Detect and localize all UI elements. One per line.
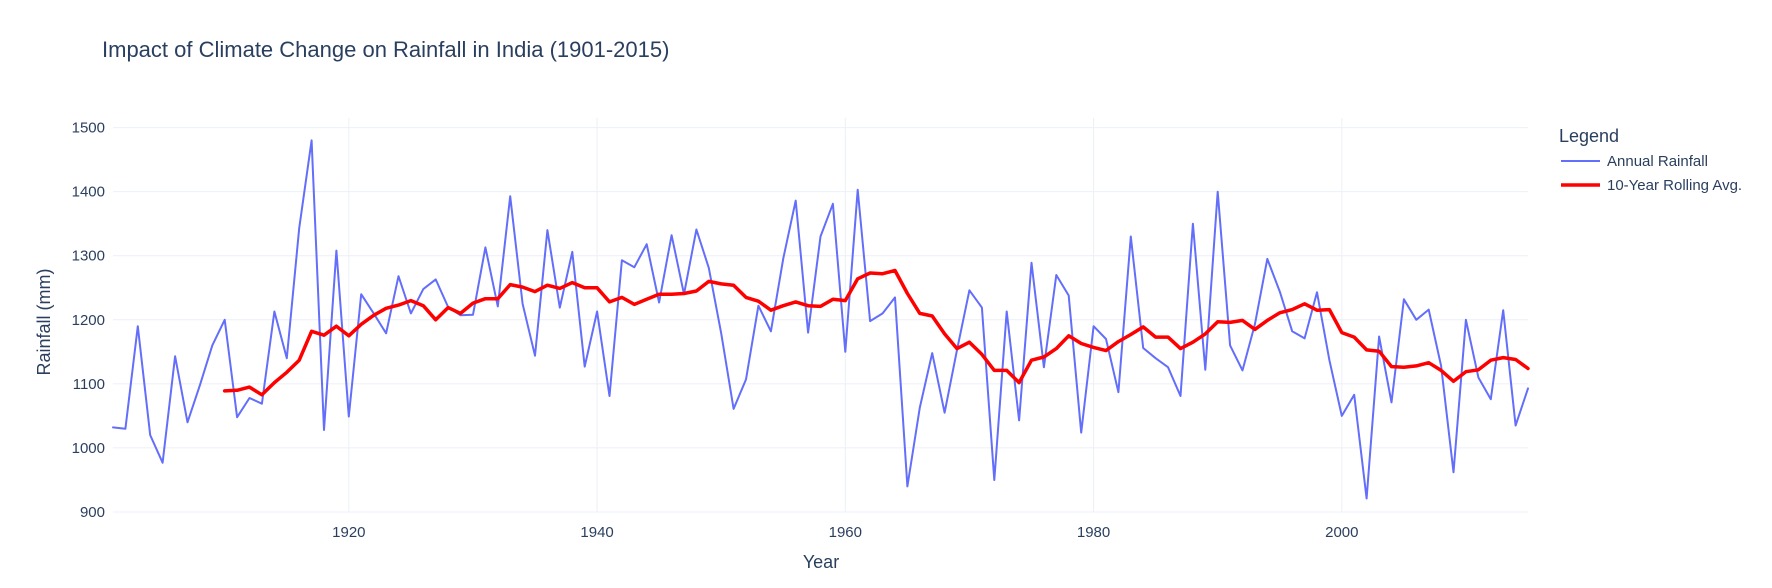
x-axis-tick-labels: 1920 1940 1960 1980 2000 xyxy=(332,524,1358,541)
legend: Legend Annual Rainfall 10-Year Rolling Av… xyxy=(1559,126,1742,194)
annual-rainfall-line xyxy=(112,139,1529,500)
y-tick-label: 1100 xyxy=(73,376,105,393)
x-axis-title: Year xyxy=(803,552,839,572)
y-tick-label: 900 xyxy=(80,504,105,521)
x-tick-label: 1920 xyxy=(332,524,365,541)
legend-items: Annual Rainfall 10-Year Rolling Avg. xyxy=(1561,153,1742,194)
y-axis-title: Rainfall (mm) xyxy=(34,268,54,375)
legend-title: Legend xyxy=(1559,126,1619,146)
legend-label: 10-Year Rolling Avg. xyxy=(1607,177,1742,194)
y-tick-label: 1400 xyxy=(72,184,105,201)
rolling-average-line xyxy=(222,268,1530,397)
legend-label: Annual Rainfall xyxy=(1607,153,1708,170)
plot-gridlines xyxy=(113,118,1528,513)
y-axis-tick-labels: 900 1000 1100 1200 1300 1400 1500 xyxy=(72,120,105,521)
chart-title: Impact of Climate Change on Rainfall in … xyxy=(102,37,669,62)
x-tick-label: 1980 xyxy=(1077,524,1110,541)
y-tick-label: 1300 xyxy=(72,248,105,265)
y-tick-label: 1200 xyxy=(72,312,105,329)
x-tick-label: 1940 xyxy=(580,524,613,541)
x-tick-label: 2000 xyxy=(1325,524,1358,541)
x-tick-label: 1960 xyxy=(829,524,862,541)
series-lines xyxy=(112,139,1530,500)
y-tick-label: 1000 xyxy=(72,440,105,457)
y-tick-label: 1500 xyxy=(72,120,105,137)
